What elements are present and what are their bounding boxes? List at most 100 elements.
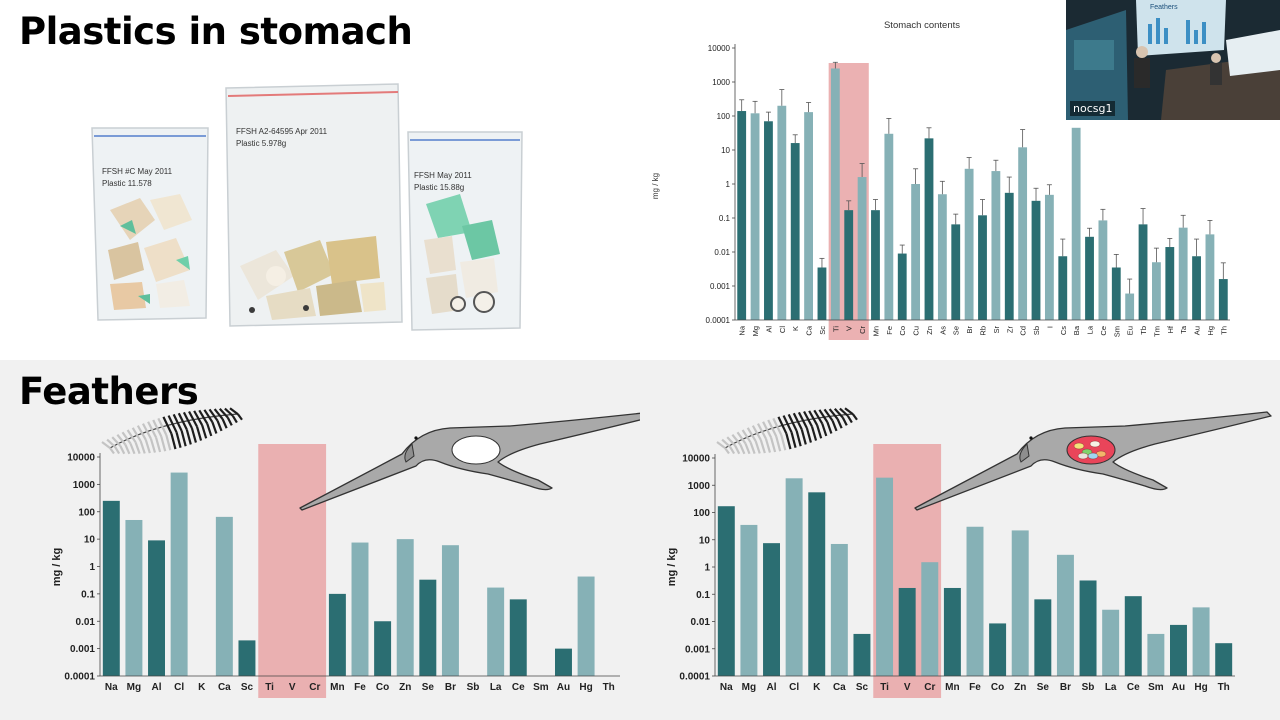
x-tick-label-la: La (490, 682, 502, 693)
highlight-region-ti-v-cr (258, 444, 327, 698)
feather-icon (101, 407, 243, 455)
bar-cs (1058, 256, 1068, 320)
x-tick-label-ce: Ce (1127, 682, 1140, 693)
y-tick-label: 1000 (688, 481, 711, 492)
y-tick-label: 0.0001 (706, 316, 731, 325)
webcam-scene: Feathers (1066, 0, 1280, 120)
x-tick-label-rb: Rb (979, 326, 988, 336)
bar-ti (876, 477, 894, 676)
x-tick-label-al: Al (764, 326, 773, 333)
slide-title-plastics: Plastics in stomach (19, 10, 413, 53)
bar-co (989, 623, 1007, 676)
error-bar-ca (806, 102, 812, 113)
bar-fe (966, 526, 984, 676)
bar-sc (817, 267, 827, 320)
bar-ca (215, 516, 233, 676)
plastic-pieces-icon (1073, 440, 1107, 460)
bar-hg (577, 576, 595, 676)
x-tick-label-cr: Cr (858, 326, 867, 334)
bag-left-label-2: Plastic 11.578 (102, 179, 152, 188)
x-tick-label-sm: Sm (1112, 326, 1121, 337)
x-tick-label-i: I (1045, 326, 1054, 328)
bag-left: FFSH #C May 2011 Plastic 11.578 (91, 127, 209, 321)
bar-se (419, 579, 437, 676)
bar-na (717, 506, 735, 676)
x-tick-label-zn: Zn (925, 326, 934, 335)
bar-br (441, 545, 459, 676)
bar-cl (785, 478, 803, 676)
y-tick-label: 100 (717, 112, 731, 121)
bar-mn (328, 593, 346, 676)
error-bar-au (1194, 238, 1200, 257)
x-tick-label-na: Na (105, 682, 118, 693)
x-tick-label-th: Th (1218, 682, 1230, 693)
error-bar-mn (872, 199, 878, 211)
albatross-icon (914, 411, 1272, 511)
x-tick-label-v: V (845, 326, 854, 331)
x-tick-label-br: Br (1060, 682, 1071, 693)
x-tick-label-hg: Hg (1206, 326, 1215, 336)
bar-fe (351, 542, 369, 676)
y-tick-label: 10 (721, 146, 730, 155)
bar-k (808, 492, 826, 676)
x-tick-label-hg: Hg (1194, 682, 1207, 693)
error-bar-hf (1167, 238, 1173, 248)
error-bar-cr (859, 163, 865, 178)
x-tick-label-tb: Tb (1139, 326, 1148, 335)
y-tick-label: 0.001 (685, 644, 710, 655)
bar-zn (1011, 530, 1029, 676)
bar-br (1056, 554, 1074, 676)
bag-middle: FFSH A2-64595 Apr 2011 Plastic 5.978g (225, 83, 403, 327)
feathers-chart-no-plastic: 0.0001 0.001 0.01 0.1 1 10 100 1000 10000 Na Mg Al… (51, 407, 640, 698)
webcam-overlay: Feathers nocsg1 (1066, 0, 1280, 120)
bar-au (1192, 256, 1201, 320)
x-tick-label-na: Na (720, 682, 733, 693)
y-tick-label: 0.0001 (64, 672, 95, 683)
x-tick-label-mg: Mg (127, 682, 141, 693)
x-tick-label-ce: Ce (1099, 326, 1108, 336)
bar-ba (1071, 127, 1081, 320)
error-bar-zn (926, 127, 932, 139)
slide-title-feathers: Feathers (19, 370, 199, 413)
y-tick-label: 100 (693, 508, 710, 519)
x-tick-label-zn: Zn (1014, 682, 1026, 693)
error-bar-co (899, 244, 905, 254)
y-tick-label: 1000 (712, 78, 730, 87)
error-bar-k (792, 134, 798, 144)
x-tick-label-cl: Cl (789, 682, 799, 693)
y-tick-label: 0.001 (70, 644, 95, 655)
bar-cl (170, 472, 188, 676)
bar-na (102, 500, 120, 676)
x-tick-label-mg: Mg (742, 682, 756, 693)
feathers-a-ylabel: mg / kg (51, 548, 63, 587)
bar-zn (924, 138, 934, 320)
bag-right-label-2: Plastic 15.88g (414, 183, 464, 192)
y-tick-label: 0.01 (691, 617, 711, 628)
bag-right: FFSH May 2011 Plastic 15.88g (407, 131, 523, 331)
y-tick-label: 1 (89, 562, 95, 573)
feathers-b-ylabel: mg / kg (666, 548, 678, 587)
x-tick-label-sr: Sr (992, 325, 1001, 333)
x-tick-label-au: Au (1172, 682, 1185, 693)
plastic-bags-photo: FFSH #C May 2011 Plastic 11.578 FFSH A2-… (91, 83, 523, 331)
error-bar-tb (1140, 208, 1146, 225)
y-tick-label: 0.0001 (679, 672, 710, 683)
bar-hg (1205, 234, 1215, 320)
y-tick-label: 10000 (708, 44, 731, 53)
x-tick-label-al: Al (767, 682, 777, 693)
bar-mg (125, 519, 143, 676)
x-tick-label-co: Co (898, 326, 907, 336)
error-bar-cd (1020, 129, 1026, 148)
x-tick-label-fe: Fe (354, 682, 366, 693)
x-tick-label-fe: Fe (969, 682, 981, 693)
y-tick-label: 10 (699, 535, 711, 546)
bar-th (1215, 643, 1233, 676)
x-tick-label-cr: Cr (924, 682, 935, 693)
bar-tm (1152, 262, 1161, 320)
bar-k (790, 143, 800, 320)
bar-au (1170, 624, 1187, 676)
bar-mn (943, 587, 961, 676)
error-bar-sr (993, 159, 999, 172)
bar-la (487, 587, 505, 676)
x-tick-label-sb: Sb (467, 682, 480, 693)
